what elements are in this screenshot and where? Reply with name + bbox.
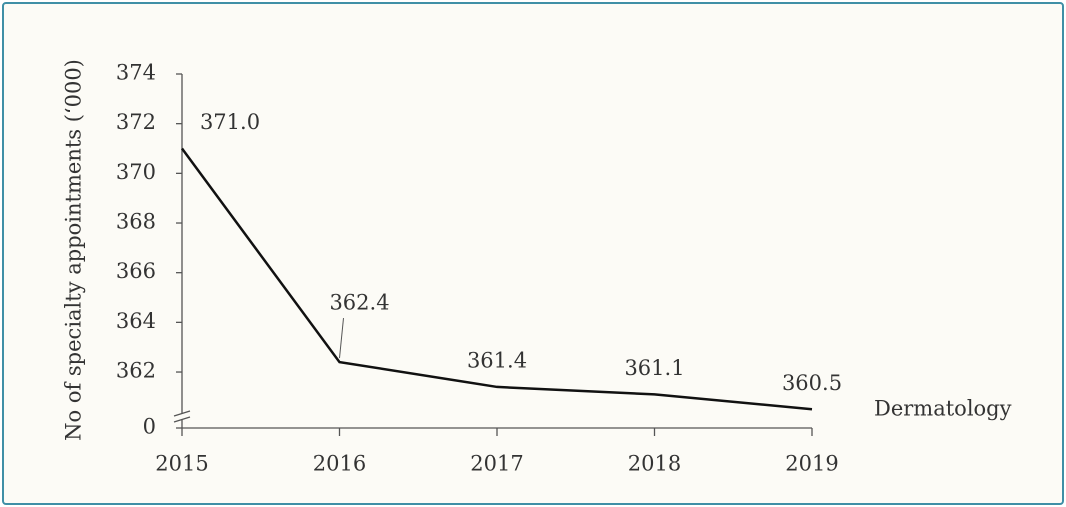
y-tick-label: 364	[116, 309, 156, 333]
y-tick-label: 370	[116, 160, 156, 184]
data-label: 361.4	[467, 348, 527, 372]
y-tick-label: 366	[116, 259, 156, 283]
x-tick-label: 2019	[785, 452, 838, 476]
line	[180, 147, 813, 411]
data-label: 371.0	[200, 110, 260, 134]
y-tick-label: 368	[116, 210, 156, 234]
y-tick-label: 374	[116, 61, 156, 85]
y-axis-label: No of specialty appointments (‘000)	[62, 59, 86, 441]
series-label: Dermatology	[874, 397, 1012, 421]
data-label: 360.5	[782, 371, 842, 395]
data-label: 362.4	[329, 291, 389, 315]
x-tick-label: 2016	[313, 452, 366, 476]
x-tick-label: 2017	[470, 452, 523, 476]
axis-break	[173, 416, 191, 423]
data-label: 361.1	[624, 356, 684, 380]
y-tick-label: 372	[116, 110, 156, 134]
axis-break	[173, 410, 191, 417]
x-tick-label: 2015	[155, 452, 208, 476]
y-tick-label: 362	[116, 359, 156, 383]
axis-break-gap	[176, 414, 188, 420]
y-tick-label: 0	[143, 415, 156, 439]
label-leader	[339, 318, 344, 359]
x-tick-label: 2018	[628, 452, 681, 476]
